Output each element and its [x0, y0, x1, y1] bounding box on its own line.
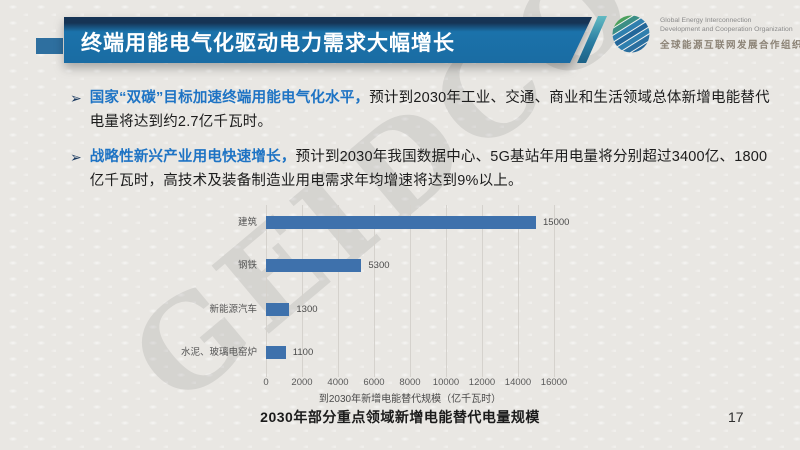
org-logo: Global Energy Interconnection Developmen… [610, 13, 800, 55]
gridline [554, 205, 555, 377]
slide-title: 终端用能电气化驱动电力需求大幅增长 [81, 31, 455, 55]
logo-text-en-2: Development and Cooperation Organization [660, 25, 793, 33]
bullet-arrow-icon: ➢ [70, 90, 82, 106]
title-accent-square [36, 38, 63, 54]
x-tick-label: 4000 [327, 377, 349, 388]
category-label: 水泥、玻璃电窑炉 [180, 346, 257, 358]
logo-text-en-1: Global Energy Interconnection [660, 17, 752, 24]
bullet-text: 国家“双碳”目标加速终端用能电气化水平，预计到2030年工业、交通、商业和生活领… [90, 86, 770, 134]
bullet-highlight: 国家“双碳”目标加速终端用能电气化水平， [89, 90, 370, 106]
chart-caption: 2030年部分重点领域新增电能替代电量规模 [260, 409, 540, 425]
category-label: 新能源汽车 [209, 303, 257, 315]
gridline [518, 205, 519, 377]
bullet-highlight: 战略性新兴产业用电快速增长， [89, 149, 296, 165]
page-number: 17 [728, 409, 744, 425]
x-tick-label: 0 [263, 377, 269, 388]
x-tick-label: 12000 [468, 377, 496, 388]
chart-xaxis: 0 2000 4000 6000 8000 10000 12000 14000 16000 [263, 377, 567, 389]
gridline [410, 205, 411, 377]
logo-text-cn: 全球能源互联网发展合作组织 [660, 40, 800, 51]
bar-4 [266, 345, 286, 359]
gridline [374, 205, 375, 377]
x-tick-label: 2000 [291, 377, 313, 388]
org-logo-text: Global Energy Interconnection Developmen… [660, 17, 800, 51]
bullet-body: 预计到2030年我国数据中心、5G基站年用电量将分别超过3400亿、1800亿千… [89, 149, 768, 189]
x-tick-label: 16000 [540, 377, 568, 388]
gridline [302, 205, 303, 377]
value-label: 1100 [292, 346, 314, 358]
bar-1 [266, 216, 536, 229]
category-label: 建筑 [237, 217, 257, 228]
title-bar: 终端用能电气化驱动电力需求大幅增长 [64, 17, 592, 63]
bullet-arrow-icon: ➢ [70, 149, 82, 165]
chart-xaxis-title: 到2030年新增电能替代规模（亿千瓦时） [318, 394, 502, 405]
bullet-body: 预计到2030年工业、交通、商业和生活领域总体新增电能替代电量将达到约2.7亿千… [89, 90, 770, 130]
globe-icon [612, 15, 650, 53]
chart-category-labels: 建筑钢铁新能源汽车水泥、玻璃电窑炉 [150, 205, 257, 373]
bullet-item-2: ➢ 战略性新兴产业用电快速增长，预计到2030年我国数据中心、5G基站年用电量将… [70, 145, 770, 193]
value-label: 5300 [368, 260, 390, 272]
bar-2 [266, 259, 362, 273]
bullet-list: ➢ 国家“双碳”目标加速终端用能电气化水平，预计到2030年工业、交通、商业和生… [70, 86, 770, 193]
x-tick-label: 6000 [363, 377, 385, 388]
gridline [482, 205, 483, 377]
bullet-text: 战略性新兴产业用电快速增长，预计到2030年我国数据中心、5G基站年用电量将分别… [90, 145, 770, 193]
gridline [266, 205, 267, 377]
bar-3 [266, 302, 290, 316]
x-tick-label: 8000 [399, 377, 421, 388]
value-label: 1300 [296, 303, 318, 315]
gridline [338, 205, 339, 377]
x-tick-label: 14000 [504, 377, 532, 388]
value-label: 15000 [543, 217, 570, 228]
bullet-item-1: ➢ 国家“双碳”目标加速终端用能电气化水平，预计到2030年工业、交通、商业和生… [70, 86, 770, 134]
x-tick-label: 10000 [432, 377, 460, 388]
chart-plot: 15000 5300 1300 1100 [266, 205, 569, 377]
gridline [446, 205, 447, 377]
category-label: 钢铁 [237, 260, 257, 272]
